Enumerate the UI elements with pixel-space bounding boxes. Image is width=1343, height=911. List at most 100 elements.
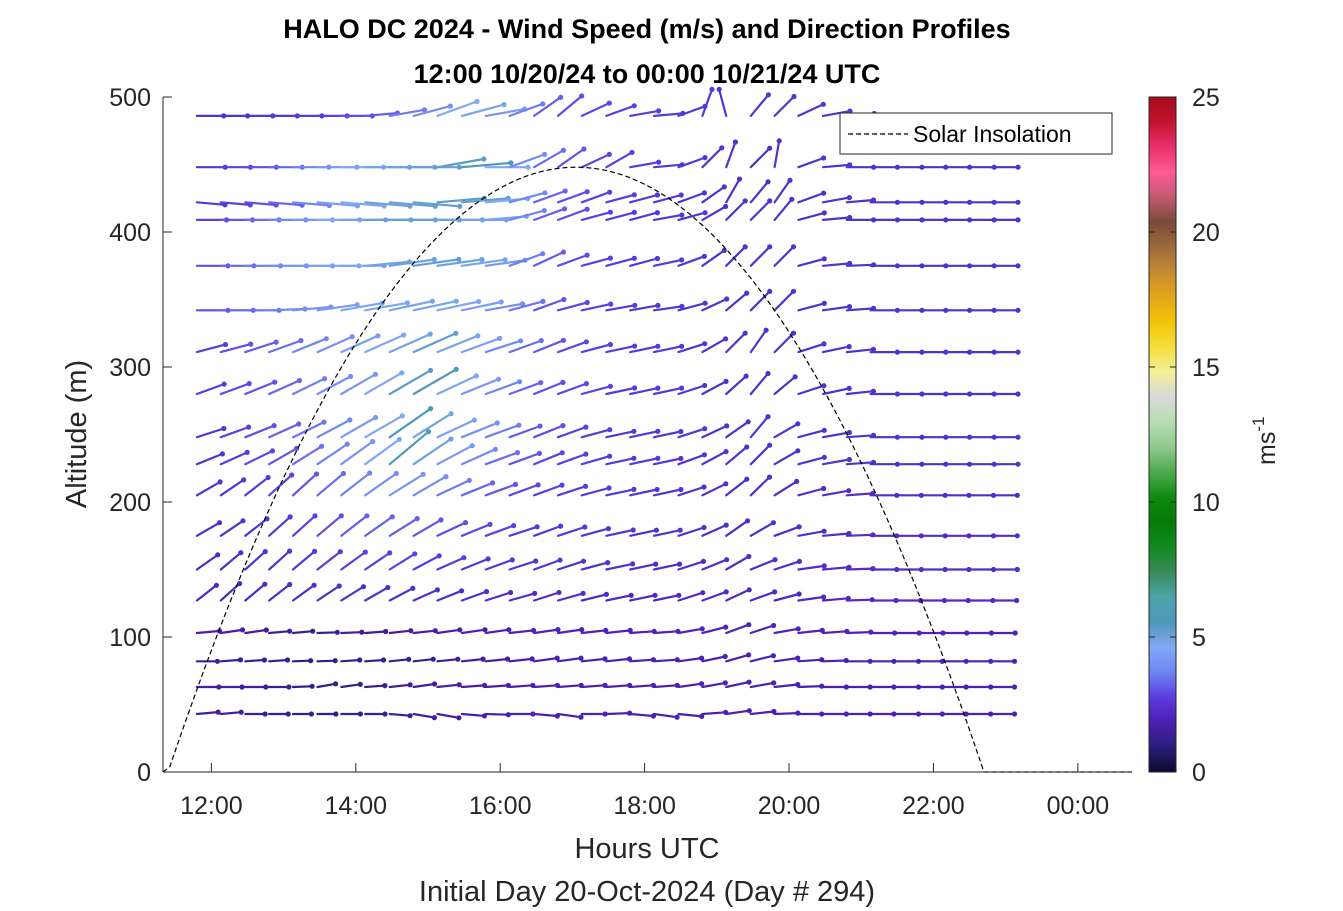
wind-vector-shaft [388,300,434,312]
wind-vector-shaft [821,163,851,169]
wind-vector-head [655,343,661,349]
wind-vector-shaft [219,451,249,466]
wind-vector-head [654,486,660,493]
wind-vector-head [333,681,339,687]
wind-vector-shaft [773,245,795,267]
wind-vector-head [723,589,729,595]
wind-vector-shaft [605,345,636,354]
colorbar-tick-label: 10 [1192,489,1220,517]
wind-vector-shaft [845,198,875,204]
wind-vector-shaft [532,591,561,602]
wind-vector-head [607,341,614,348]
wind-vector-shaft [532,381,565,396]
wind-vector-head [674,714,680,720]
wind-vector-head [630,527,636,533]
wind-vector-head [846,488,852,494]
wind-vector-head [338,513,344,519]
wind-vector-head [337,549,343,555]
wind-vector-shaft [701,88,714,118]
wind-vector-head [723,624,729,630]
wind-vector-shaft [749,180,770,204]
wind-vector-head [216,520,223,526]
wind-vector-head [679,212,685,218]
wind-vector-head [796,558,803,565]
wind-vector-head [679,385,685,391]
wind-vector-shaft [605,386,636,396]
wind-vector-head [795,626,801,632]
wind-vector-shaft [580,101,611,118]
wind-vector-head [512,481,519,487]
wind-vector-head [538,338,544,344]
wind-vector-head [819,627,825,634]
wind-vector-shaft [364,414,404,439]
wind-vector-shaft [219,519,245,537]
wind-vector-head [765,370,771,377]
wind-vector-shaft [773,139,781,169]
wind-vector-shaft [580,153,611,169]
wind-vector-shaft [364,260,411,267]
wind-vector-head [744,476,750,482]
wind-vector-shaft [340,550,367,571]
wind-vector-shaft [677,656,703,663]
wind-vector-shaft [725,420,750,439]
wind-vector-head [772,589,778,595]
wind-vector-head [421,107,427,113]
wind-vector-head [529,656,535,662]
wind-vector-shaft [629,161,660,169]
wind-vector-shaft [556,254,589,267]
wind-vector-shaft [219,382,251,396]
wind-vector-head [602,711,608,717]
wind-vector-shaft [580,486,611,497]
wind-vector-shaft [629,387,659,396]
wind-vector-shaft [219,551,242,571]
wind-vector-shaft [797,530,826,537]
wind-vector-head [1011,684,1018,690]
wind-vector-shaft [388,629,412,635]
wind-vector-head [508,589,514,596]
wind-vector-shaft [701,482,727,497]
wind-vector-head [580,558,587,564]
wind-vector-head [795,421,801,427]
wind-vector-head [474,98,480,105]
wind-vector-head [716,86,722,92]
wind-vector-head [519,301,526,307]
wind-vector-head [767,145,773,151]
wind-vector-shaft [508,191,547,204]
wind-vector-head [632,385,638,391]
wind-vector-shaft [821,659,848,663]
wind-vector-shaft [364,684,386,689]
wind-vector-shaft [316,443,349,466]
wind-vector-shaft [605,304,636,312]
wind-vector-shaft [773,656,799,663]
wind-vector-head [308,711,314,717]
wind-vector-head [476,298,482,305]
wind-vector-head [239,684,245,690]
wind-vector-shaft [364,201,412,208]
wind-vector-shaft [605,488,636,497]
wind-vector-head [709,86,715,92]
colorbar-unit: ms [1253,432,1281,465]
wind-vector-shaft [845,461,875,466]
wind-vector-shaft [677,255,706,267]
wind-vector-head [821,341,827,347]
wind-vector-shaft [340,683,362,689]
wind-vector-shaft [580,385,612,396]
wind-vector-shaft [364,111,399,118]
wind-vector-head [627,627,633,634]
wind-vector-head [821,485,827,492]
wind-vector-head [492,446,498,452]
wind-vector-head [310,628,316,634]
wind-vector-head [273,339,279,345]
colorbar [1148,96,1177,773]
wind-vector-shaft [556,340,588,354]
solar-insolation-curve [162,166,1132,773]
wind-vector-head [560,379,566,385]
wind-vector-head [347,373,354,380]
wind-vector-shaft [340,514,368,537]
x-axis-ticks: 12:00 14:00 16:00 18:00 20:00 22:00 00:00 [180,763,1109,820]
wind-vector-shaft [388,258,436,267]
y-tick-label: 500 [109,84,151,112]
wind-vector-shaft [605,151,634,169]
wind-vector-head [745,518,751,524]
wind-vector-shaft [436,157,485,169]
